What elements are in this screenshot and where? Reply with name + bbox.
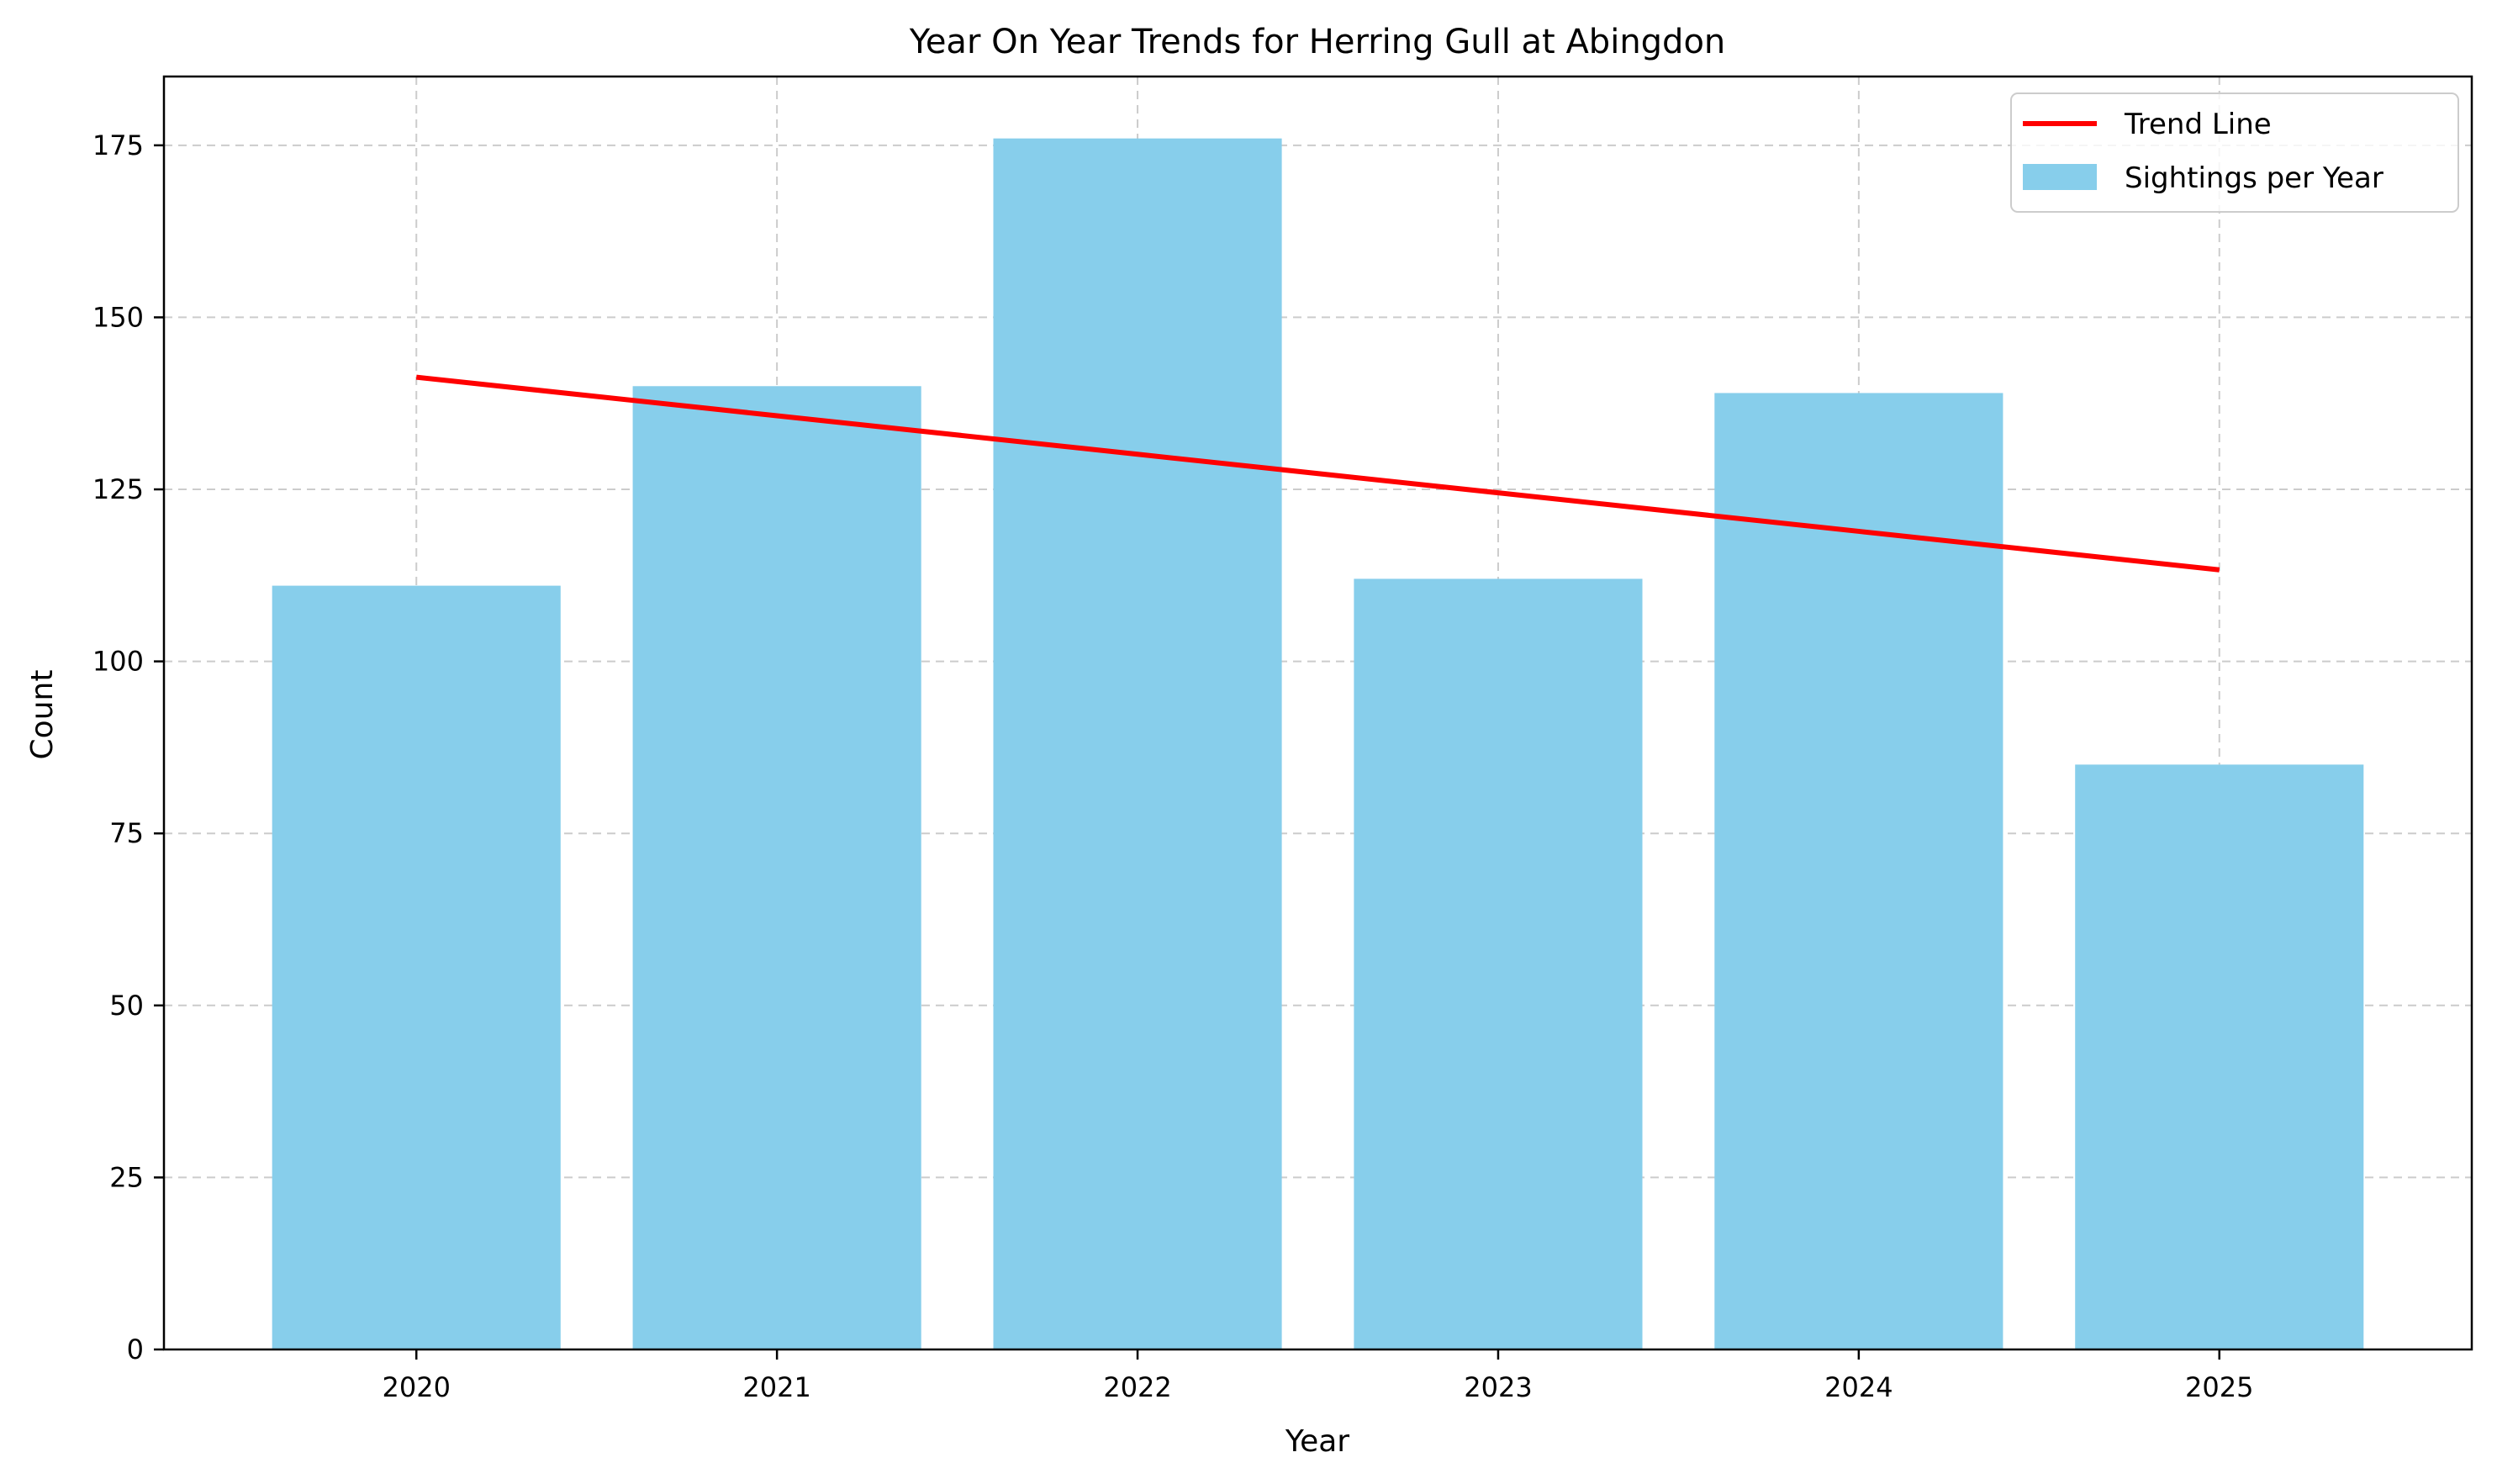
legend-label-trend-line: Trend Line: [2124, 108, 2272, 141]
y-tick-label: 125: [92, 473, 144, 505]
x-tick-label: 2020: [383, 1371, 451, 1403]
bar: [632, 386, 921, 1349]
y-tick-label: 175: [92, 129, 144, 161]
y-tick-label: 150: [92, 301, 144, 333]
y-axis-label: Count: [25, 670, 60, 760]
y-tick-label: 100: [92, 646, 144, 678]
plot-frame: [162, 75, 2473, 1351]
x-tick-label: 2023: [1464, 1371, 1532, 1403]
bar-series: [272, 138, 2364, 1349]
trend-line-series: [415, 374, 2220, 573]
bar: [2075, 764, 2364, 1349]
y-tick-label: 25: [109, 1161, 144, 1193]
x-axis-label: Year: [1285, 1424, 1349, 1459]
legend-label-sightings: Sightings per Year: [2125, 161, 2384, 195]
x-tick-label: 2024: [1824, 1371, 1893, 1403]
bar: [993, 138, 1282, 1349]
legend-box: [2010, 92, 2459, 213]
bar: [272, 585, 561, 1349]
y-tick-label: 0: [127, 1333, 144, 1365]
legend-swatch-sightings: [2023, 164, 2097, 190]
trend-line: [415, 374, 2220, 573]
x-tick-label: 2025: [2185, 1371, 2253, 1403]
x-tick-label: 2022: [1103, 1371, 1171, 1403]
axis-ticks: 2020 2021 2022 2023 2024 2025 0 25 50 75 100 125 150…: [92, 129, 2254, 1403]
y-tick-label: 50: [109, 990, 144, 1022]
x-tick-label: 2021: [742, 1371, 810, 1403]
legend: Trend Line Sightings per Year: [2010, 92, 2459, 213]
bar: [1354, 578, 1643, 1349]
chart-title: Year On Year Trends for Herring Gull at …: [909, 23, 1726, 61]
bar: [1714, 393, 2003, 1349]
y-tick-label: 75: [109, 817, 144, 849]
